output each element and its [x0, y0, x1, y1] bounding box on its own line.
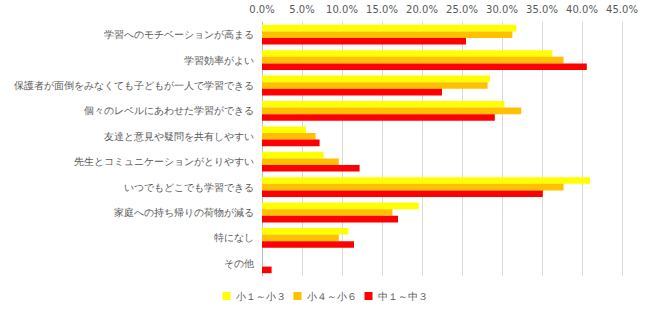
svg-text:20.0%: 20.0%	[406, 4, 438, 15]
svg-text:小４～小６: 小４～小６	[307, 291, 357, 302]
svg-text:家庭への持ち帰りの荷物が減る: 家庭への持ち帰りの荷物が減る	[114, 207, 254, 218]
svg-text:10.0%: 10.0%	[326, 4, 358, 15]
svg-text:30.0%: 30.0%	[486, 4, 518, 15]
svg-text:15.0%: 15.0%	[366, 4, 398, 15]
svg-text:いつでもどこでも学習できる: いつでもどこでも学習できる	[124, 182, 254, 193]
svg-text:小１～小３: 小１～小３	[236, 291, 286, 302]
svg-text:中１～中３: 中１～中３	[378, 291, 428, 302]
svg-text:個々のレベルにあわせた学習ができる: 個々のレベルにあわせた学習ができる	[84, 105, 254, 116]
svg-text:特になし: 特になし	[214, 232, 254, 243]
svg-text:友達と意見や疑問を共有しやすい: 友達と意見や疑問を共有しやすい	[104, 131, 254, 142]
svg-text:0.0%: 0.0%	[249, 4, 274, 15]
svg-text:5.0%: 5.0%	[289, 4, 314, 15]
svg-text:35.0%: 35.0%	[526, 4, 558, 15]
svg-text:45.0%: 45.0%	[606, 4, 638, 15]
svg-text:学習効率がよい: 学習効率がよい	[184, 55, 254, 66]
svg-text:25.0%: 25.0%	[446, 4, 478, 15]
svg-text:40.0%: 40.0%	[566, 4, 598, 15]
svg-text:保護者が面倒をみなくても子どもが一人で学習できる: 保護者が面倒をみなくても子どもが一人で学習できる	[14, 80, 254, 91]
svg-text:学習へのモチベーションが高まる: 学習へのモチベーションが高まる	[104, 29, 254, 40]
svg-text:その他: その他	[224, 258, 254, 269]
svg-text:先生とコミュニケーションがとりやすい: 先生とコミュニケーションがとりやすい	[74, 156, 254, 167]
